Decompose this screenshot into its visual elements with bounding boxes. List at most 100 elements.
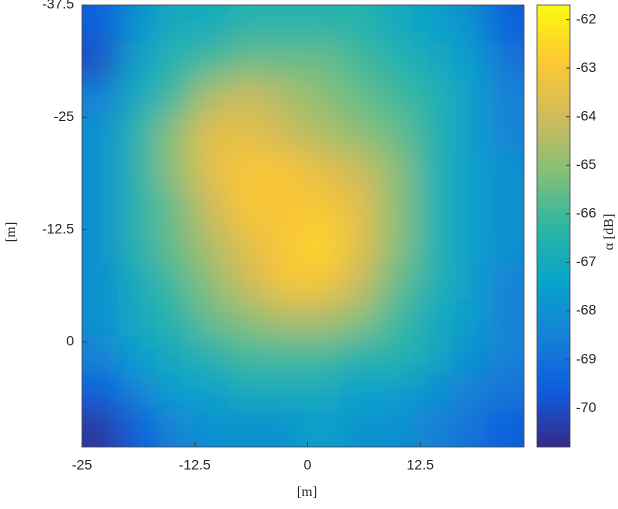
x-axis-label: [m] xyxy=(297,485,317,500)
heatmap-cell xyxy=(487,336,524,374)
heatmap-cell xyxy=(229,189,267,227)
heatmap-cell xyxy=(303,78,341,116)
heatmap-cell xyxy=(339,226,378,264)
heatmap-cell xyxy=(118,41,157,80)
colorbar-tick-label: -69 xyxy=(576,350,596,366)
colorbar-tick-label: -63 xyxy=(576,59,596,75)
colorbar-tick-label: -68 xyxy=(576,302,596,318)
heatmap-cell xyxy=(118,299,157,337)
heatmap-cell xyxy=(192,152,230,190)
heatmap-cell xyxy=(339,152,378,190)
heatmap-cell xyxy=(266,336,304,374)
heatmap-cell xyxy=(192,336,230,374)
heatmap-cell xyxy=(413,78,451,116)
heatmap-cell xyxy=(376,41,414,80)
heatmap-cell xyxy=(192,410,230,447)
heatmap-cell xyxy=(413,115,451,153)
heatmap-cell xyxy=(376,299,414,337)
heatmap-cell xyxy=(450,78,488,116)
heatmap-cell xyxy=(339,189,378,227)
heatmap-cell xyxy=(339,78,378,116)
heatmap-cell xyxy=(229,410,267,447)
heatmap-cell xyxy=(118,5,157,43)
heatmap-cell xyxy=(118,410,157,447)
heatmap-cell xyxy=(229,373,267,411)
heatmap-cell xyxy=(339,41,378,80)
heatmap-cell xyxy=(118,189,157,227)
heatmap-cell xyxy=(118,152,157,190)
heatmap-cell xyxy=(266,78,304,116)
heatmap-cell xyxy=(118,226,157,264)
heatmap-cell xyxy=(376,78,414,116)
heatmap-cell xyxy=(266,189,304,227)
colorbar-label: α [dB] xyxy=(602,214,617,251)
heatmap-cell xyxy=(155,226,193,264)
heatmap-cell xyxy=(266,262,304,301)
heatmap-cell xyxy=(155,189,193,227)
heatmap-cell xyxy=(303,41,341,80)
plot-frame xyxy=(81,4,525,448)
heatmap-cell xyxy=(266,5,304,43)
heatmap-cell xyxy=(303,152,341,190)
heatmap-cell xyxy=(192,299,230,337)
heatmap-cell xyxy=(266,115,304,153)
y-tick-label: -37.5 xyxy=(42,0,74,12)
heatmap-cell xyxy=(487,78,524,116)
heatmap-cell xyxy=(413,373,451,411)
heatmap-cell xyxy=(376,226,414,264)
heatmap-cell xyxy=(192,5,230,43)
heatmap-cell xyxy=(450,226,488,264)
heatmap-cell xyxy=(192,189,230,227)
heatmap-cell xyxy=(450,41,488,80)
heatmap-cell xyxy=(155,152,193,190)
x-tick-label: 0 xyxy=(304,457,312,473)
x-tick-label: -25 xyxy=(72,457,92,473)
heatmap-cell xyxy=(303,262,341,301)
heatmap-cell xyxy=(303,336,341,374)
heatmap-cell xyxy=(339,115,378,153)
heatmap-cell xyxy=(376,336,414,374)
y-tick-label: -25 xyxy=(54,108,74,124)
heatmap-cell xyxy=(303,5,341,43)
heatmap-cell xyxy=(229,115,267,153)
heatmap-cell xyxy=(376,189,414,227)
heatmap-cell xyxy=(266,299,304,337)
heatmap-cell xyxy=(82,299,120,337)
heatmap-cell xyxy=(487,152,524,190)
heatmap-cell xyxy=(413,5,451,43)
x-tick-label: 12.5 xyxy=(407,457,434,473)
heatmap-cell xyxy=(303,373,341,411)
heatmap-cell xyxy=(155,78,193,116)
heatmap-cell xyxy=(229,299,267,337)
heatmap-cell xyxy=(229,78,267,116)
heatmap-cell xyxy=(413,41,451,80)
heatmap-cell xyxy=(303,410,341,447)
heatmap-cell xyxy=(82,336,120,374)
heatmap-cell xyxy=(487,262,524,301)
heatmap-cell xyxy=(82,41,120,80)
heatmap-cell xyxy=(266,41,304,80)
heatmap-cell xyxy=(413,152,451,190)
heatmap-cell xyxy=(118,115,157,153)
heatmap-cell xyxy=(339,373,378,411)
heatmap-cell xyxy=(413,299,451,337)
heatmap-cell xyxy=(229,336,267,374)
heatmap-cell xyxy=(487,41,524,80)
y-tick-label: -12.5 xyxy=(42,220,74,236)
heatmap-cell xyxy=(82,152,120,190)
heatmap-cell xyxy=(487,373,524,411)
heatmap xyxy=(82,5,524,447)
heatmap-cell xyxy=(413,189,451,227)
heatmap-cell xyxy=(413,262,451,301)
heatmap-cell xyxy=(82,115,120,153)
heatmap-cell xyxy=(487,115,524,153)
heatmap-cell xyxy=(155,299,193,337)
heatmap-cell xyxy=(339,410,378,447)
heatmap-cell xyxy=(229,41,267,80)
heatmap-cell xyxy=(450,336,488,374)
heatmap-cell xyxy=(487,189,524,227)
heatmap-cell xyxy=(155,373,193,411)
heatmap-cell xyxy=(229,152,267,190)
heatmap-cell xyxy=(413,336,451,374)
heatmap-cell xyxy=(192,262,230,301)
